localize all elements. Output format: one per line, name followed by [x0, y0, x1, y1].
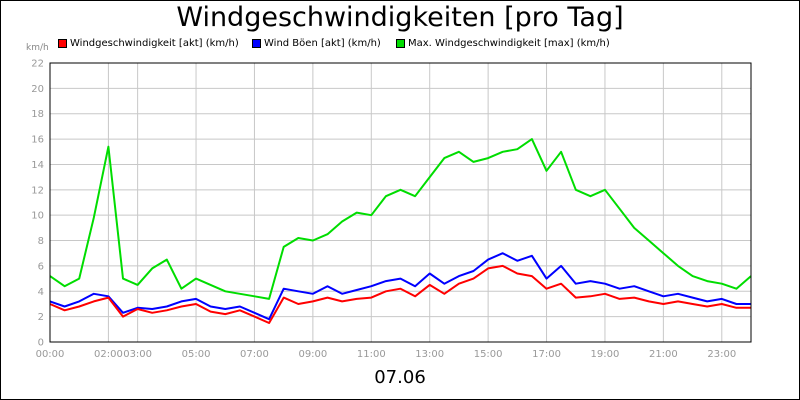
y-tick-label: 8 [38, 236, 44, 247]
legend-item-max-wind: Max. Windgeschwindigkeit [max] (km/h) [396, 38, 610, 49]
legend-label-max-wind: Max. Windgeschwindigkeit [max] (km/h) [408, 38, 610, 49]
x-tick-label: 09:00 [298, 349, 327, 360]
y-tick-label: 20 [31, 84, 44, 95]
x-tick-label: 17:00 [532, 349, 561, 360]
plot-border [49, 62, 752, 343]
y-tick-label: 12 [31, 185, 44, 196]
x-tick-label: 15:00 [474, 349, 503, 360]
legend-swatch-max-wind [396, 39, 405, 48]
y-tick-label: 10 [31, 211, 44, 222]
legend-swatch-gusts [252, 39, 261, 48]
date-label: 07.06 [374, 367, 426, 388]
y-tick-label: 18 [31, 109, 44, 120]
y-tick-label: 14 [31, 160, 44, 171]
x-tick-label: 00:00 [36, 349, 65, 360]
legend-item-wind-speed: Windgeschwindigkeit [akt] (km/h) [58, 38, 239, 49]
legend-swatch-wind-speed [58, 39, 67, 48]
series-line-gusts [49, 252, 751, 321]
x-tick-label: 07:00 [240, 349, 269, 360]
y-tick-label: 4 [38, 287, 44, 298]
x-tick-label: 23:00 [707, 349, 736, 360]
x-tick-label: 03:00 [123, 349, 152, 360]
x-tick-label: 13:00 [415, 349, 444, 360]
legend-label-gusts: Wind Böen [akt] (km/h) [264, 38, 381, 49]
x-tick-label: 05:00 [182, 349, 211, 360]
legend-label-wind-speed: Windgeschwindigkeit [akt] (km/h) [70, 38, 239, 49]
chart-title: Windgeschwindigkeiten [pro Tag] [176, 2, 624, 33]
x-tick-label: 19:00 [591, 349, 620, 360]
y-tick-label: 6 [38, 261, 44, 272]
x-tick-label: 02:00 [94, 349, 123, 360]
series-line-max-wind [49, 138, 752, 300]
y-tick-label: 16 [31, 135, 44, 146]
y-tick-label: 0 [38, 338, 44, 349]
series-line-wind-speed [49, 264, 751, 324]
y-unit-label: km/h [26, 43, 49, 53]
x-tick-label: 11:00 [357, 349, 386, 360]
legend-item-gusts: Wind Böen [akt] (km/h) [252, 38, 381, 49]
plot-background [50, 63, 751, 342]
y-tick-label: 2 [38, 312, 44, 323]
x-tick-label: 21:00 [649, 349, 678, 360]
y-tick-label: 22 [31, 59, 44, 70]
